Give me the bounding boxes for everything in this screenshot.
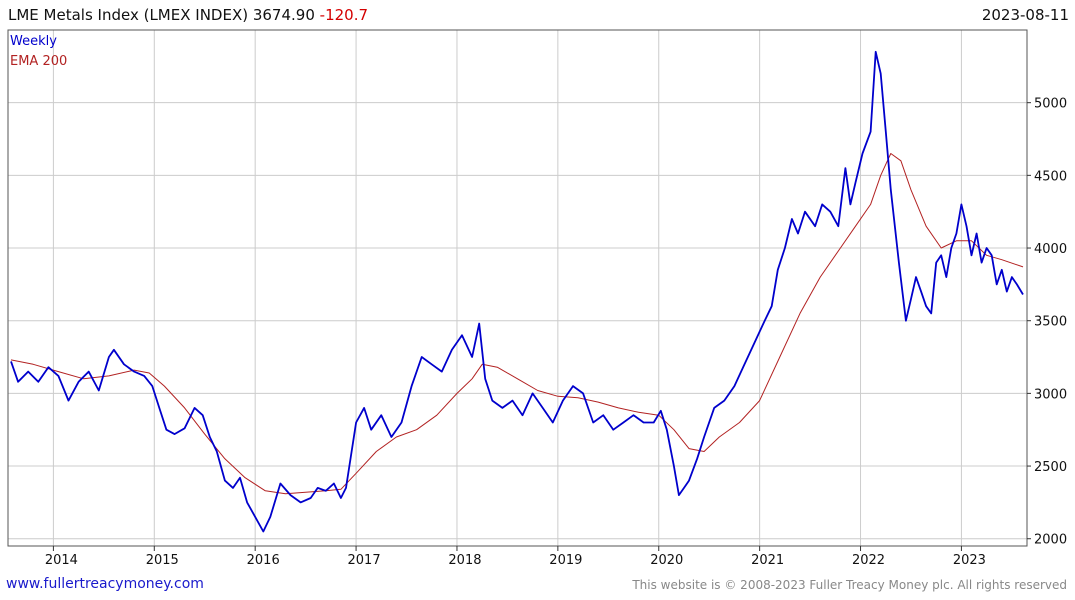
y-tick-label: 3500 — [1034, 315, 1067, 330]
x-tick-label: 2022 — [852, 553, 885, 568]
weekly-price-line — [10, 50, 1024, 533]
x-tick-label: 2021 — [751, 553, 784, 568]
y-tick-label: 3000 — [1034, 387, 1067, 402]
y-tick-label: 4500 — [1034, 169, 1067, 184]
plot-frame — [7, 29, 1028, 547]
x-tick-label: 2019 — [549, 553, 582, 568]
price-change: -120.7 — [319, 6, 369, 24]
x-tick-label: 2016 — [247, 553, 280, 568]
chart-date: 2023-08-11 — [981, 6, 1069, 24]
series-lines — [10, 50, 1024, 533]
x-tick-label: 2015 — [146, 553, 179, 568]
y-tick-label: 2500 — [1034, 460, 1067, 475]
x-tick-label: 2023 — [953, 553, 986, 568]
y-tick-label: 2000 — [1034, 533, 1067, 548]
x-tick-label: 2020 — [650, 553, 683, 568]
y-tick-label: 5000 — [1034, 97, 1067, 112]
copyright-text: This website is © 2008-2023 Fuller Treac… — [632, 578, 1067, 592]
x-tick-label: 2018 — [448, 553, 481, 568]
ema-200-line — [10, 153, 1024, 495]
y-axis-ticks: 2000 2500 3000 3500 4000 4500 5000 — [1027, 97, 1067, 548]
legend-item: Weekly — [10, 34, 57, 49]
chart-title: LME Metals Index (LMEX INDEX) 3674.90 -1… — [8, 6, 368, 24]
x-axis-ticks: 2014 2015 2016 2017 2018 2019 2020 2021 2022 2023 — [45, 546, 986, 568]
grid-lines — [8, 30, 1027, 546]
x-tick-label: 2014 — [45, 553, 78, 568]
legend-item: EMA 200 — [10, 54, 67, 69]
x-tick-label: 2017 — [348, 553, 381, 568]
y-tick-label: 4000 — [1034, 242, 1067, 257]
legend: Weekly EMA 200 — [10, 34, 67, 69]
title-text: LME Metals Index (LMEX INDEX) 3674.90 — [8, 6, 315, 24]
site-link[interactable]: www.fullertreacymoney.com — [6, 576, 204, 592]
